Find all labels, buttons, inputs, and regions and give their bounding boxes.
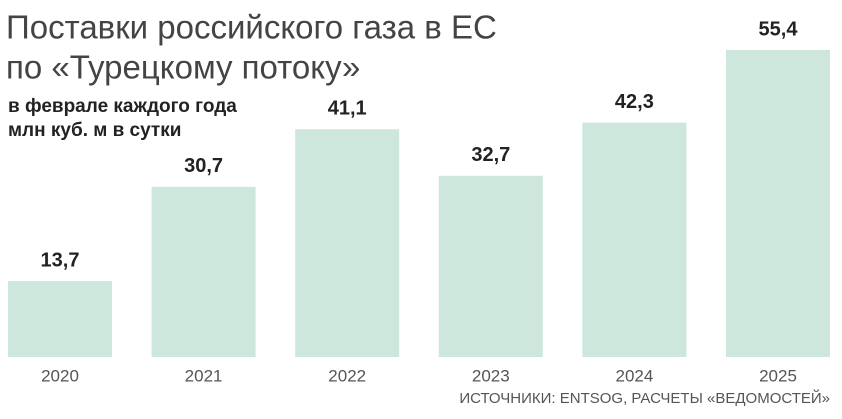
bar	[582, 122, 687, 357]
x-tick-label: 2025	[759, 366, 797, 385]
bar	[151, 186, 256, 357]
value-label: 30,7	[184, 155, 223, 177]
bar	[295, 129, 400, 357]
x-tick-label: 2024	[615, 366, 653, 385]
value-label: 32,7	[471, 144, 510, 166]
chart-title: по «Турецкому потоку»	[6, 49, 360, 86]
bar	[8, 281, 112, 357]
bar	[726, 50, 830, 357]
x-tick-label: 2022	[328, 366, 366, 385]
chart-subtitle: в феврале каждого года	[8, 96, 237, 117]
chart-title: Поставки российского газа в ЕС	[6, 9, 497, 46]
x-tick-label: 2023	[472, 366, 510, 385]
x-tick-label: 2021	[185, 366, 223, 385]
value-label: 13,7	[41, 249, 80, 271]
chart-subtitle: млн куб. м в сутки	[8, 120, 181, 141]
bar	[438, 175, 543, 357]
value-label: 41,1	[328, 98, 367, 120]
x-tick-label: 2020	[41, 366, 79, 385]
source: ИСТОЧНИКИ: ENTSOG, РАСЧЕТЫ «ВЕДОМОСТЕЙ»	[459, 389, 830, 407]
value-label: 42,3	[615, 91, 654, 113]
value-label: 55,4	[759, 18, 799, 40]
